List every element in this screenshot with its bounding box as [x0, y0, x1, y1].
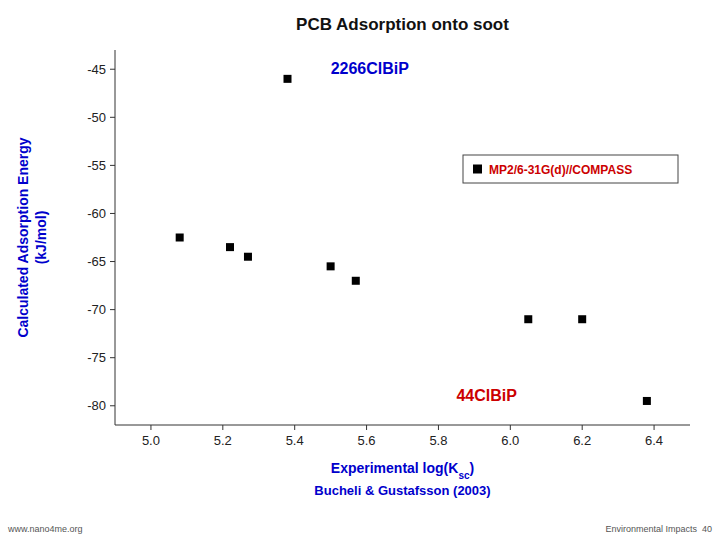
y-axis-line	[115, 50, 116, 425]
point	[226, 243, 234, 251]
footer-right: Environmental Impacts 40	[605, 524, 712, 534]
footer-left: www.nano4me.org	[7, 524, 83, 534]
background	[0, 0, 720, 540]
y-tick	[110, 261, 115, 262]
x-axis-label-subscript: sc	[458, 470, 470, 481]
x-tick-label: 5.2	[214, 433, 232, 448]
x-tick-label: 5.6	[358, 433, 376, 448]
x-axis-line	[115, 425, 690, 426]
point	[352, 277, 360, 285]
legend-label: MP2/6-31G(d)//COMPASS	[489, 163, 632, 177]
point	[643, 397, 651, 405]
y-tick-label: -50	[87, 110, 106, 125]
x-tick	[222, 425, 223, 430]
title: PCB Adsorption onto soot	[296, 15, 509, 34]
x-axis-label: Experimental log(Ksc)	[331, 460, 474, 481]
y-tick-label: -55	[87, 158, 106, 173]
legend-box	[463, 155, 678, 183]
y-tick	[110, 117, 115, 118]
x-tick	[582, 425, 583, 430]
y-tick	[110, 213, 115, 214]
y-tick	[110, 165, 115, 166]
y-tick	[110, 69, 115, 70]
y-tick	[110, 357, 115, 358]
y-axis-label: Calculated Adsorption Energy	[15, 137, 31, 337]
x-tick	[294, 425, 295, 430]
x-tick-label: 5.8	[429, 433, 447, 448]
x-tick	[150, 425, 151, 430]
point	[244, 253, 252, 261]
annotation: 2266ClBiP	[331, 60, 410, 77]
x-tick	[654, 425, 655, 430]
x-axis-label-line2: Bucheli & Gustafsson (2003)	[314, 483, 490, 498]
x-tick-label: 6.2	[573, 433, 591, 448]
point	[284, 75, 292, 83]
x-tick-label: 6.4	[645, 433, 663, 448]
annotation: 44ClBiP	[456, 387, 517, 404]
point	[176, 234, 184, 242]
legend: MP2/6-31G(d)//COMPASS	[463, 155, 678, 183]
x-tick-label: 6.0	[501, 433, 519, 448]
y-tick-label: -60	[87, 206, 106, 221]
x-tick-label: 5.0	[142, 433, 160, 448]
x-tick-label: 5.4	[286, 433, 304, 448]
x-tick	[438, 425, 439, 430]
point	[327, 262, 335, 270]
x-tick	[510, 425, 511, 430]
x-axis-label-text: Experimental log(K	[331, 460, 459, 476]
y-tick-label: -75	[87, 350, 106, 365]
y-tick	[110, 405, 115, 406]
point	[578, 315, 586, 323]
legend-marker	[473, 165, 482, 174]
chart: 5.0 5.2 5.4 5.6 5.8 6.0 6.2 6.4 -45 -50 -55 -60 -65 -…	[0, 0, 720, 540]
y-tick-label: -45	[87, 62, 106, 77]
x-axis-label-suffix: )	[470, 460, 475, 476]
points	[176, 75, 651, 405]
y-tick	[110, 309, 115, 310]
y-tick-label: -70	[87, 302, 106, 317]
y-axis-label: (kJ/mol)	[33, 211, 49, 265]
y-tick-label: -80	[87, 398, 106, 413]
point	[524, 315, 532, 323]
y-tick-label: -65	[87, 254, 106, 269]
x-tick	[366, 425, 367, 430]
